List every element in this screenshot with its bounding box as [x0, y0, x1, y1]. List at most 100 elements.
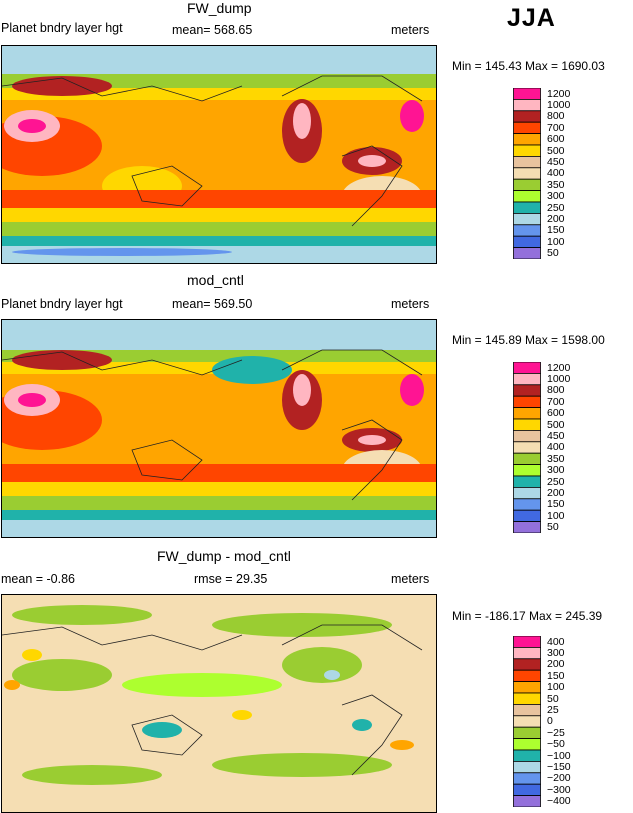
- colorbar-label: 100: [547, 681, 565, 694]
- colorbar-label: 500: [547, 418, 565, 431]
- colorbar-label: 300: [547, 464, 565, 477]
- colorbar-swatch: [513, 144, 541, 157]
- panel3-map: [1, 594, 437, 813]
- colorbar-label: 1000: [547, 98, 571, 111]
- colorbar-swatch: [513, 395, 541, 409]
- colorbar-swatch: [513, 88, 541, 100]
- colorbar-label: 50: [547, 521, 559, 534]
- panel1-title: FW_dump: [187, 0, 252, 16]
- colorbar-label: 700: [547, 121, 565, 134]
- panel2-units: meters: [391, 297, 430, 311]
- colorbar-swatch: [513, 636, 541, 648]
- colorbar-swatch: [513, 772, 541, 785]
- colorbar-label: 800: [547, 384, 565, 397]
- colorbar-label: 300: [547, 646, 565, 659]
- colorbar-swatch: [513, 692, 541, 705]
- colorbar-label: 100: [547, 235, 565, 248]
- colorbar-swatch: [513, 669, 541, 683]
- colorbar-swatch: [513, 704, 541, 717]
- colorbar-label: 350: [547, 178, 565, 191]
- colorbar-label: 200: [547, 486, 565, 499]
- colorbar-label: −200: [547, 772, 571, 785]
- colorbar-label: 400: [547, 635, 565, 648]
- colorbar-label: −25: [547, 726, 565, 739]
- colorbar-label: 50: [547, 692, 559, 705]
- colorbar-swatch: [513, 372, 541, 386]
- panel3-title: FW_dump - mod_cntl: [157, 548, 291, 564]
- colorbar-swatch: [513, 715, 541, 728]
- colorbar-swatch: [513, 167, 541, 180]
- colorbar-label: 350: [547, 452, 565, 465]
- colorbar-swatch: [513, 646, 541, 660]
- colorbar-swatch: [513, 121, 541, 135]
- colorbar-swatch: [513, 452, 541, 465]
- colorbar-swatch: [513, 133, 541, 146]
- panel1-minmax: Min = 145.43 Max = 1690.03: [452, 59, 605, 73]
- colorbar-label: 400: [547, 441, 565, 454]
- panel1-variable: Planet bndry layer hgt: [1, 21, 123, 35]
- colorbar-label: −50: [547, 738, 565, 751]
- colorbar-swatch: [513, 235, 541, 248]
- panel1-units: meters: [391, 23, 430, 37]
- colorbar-label: 600: [547, 407, 565, 420]
- colorbar-swatch: [513, 418, 541, 431]
- colorbar-label: 300: [547, 190, 565, 203]
- colorbar-swatch: [513, 475, 541, 488]
- season-label: JJA: [507, 4, 556, 32]
- colorbar-swatch: [513, 190, 541, 203]
- colorbar-label: −400: [547, 795, 571, 808]
- colorbar-label: 1200: [547, 87, 571, 100]
- colorbar-label: 600: [547, 133, 565, 146]
- colorbar-swatch: [513, 464, 541, 477]
- colorbar-label: 250: [547, 475, 565, 488]
- panel3-minmax: Min = -186.17 Max = 245.39: [452, 609, 603, 623]
- colorbar-swatch: [513, 487, 541, 500]
- panel3-colorbar: [513, 636, 541, 807]
- colorbar-label: 150: [547, 498, 565, 511]
- colorbar-label: 250: [547, 201, 565, 214]
- colorbar-label: −300: [547, 783, 571, 796]
- colorbar-swatch: [513, 384, 541, 397]
- colorbar-swatch: [513, 201, 541, 214]
- panel2-colorbar: [513, 362, 541, 533]
- colorbar-swatch: [513, 441, 541, 454]
- colorbar-swatch: [513, 98, 541, 112]
- colorbar-swatch: [513, 362, 541, 374]
- colorbar-swatch: [513, 795, 541, 807]
- colorbar-swatch: [513, 430, 541, 443]
- colorbar-swatch: [513, 761, 541, 774]
- colorbar-label: 1000: [547, 372, 571, 385]
- colorbar-label: 450: [547, 429, 565, 442]
- colorbar-swatch: [513, 178, 541, 191]
- colorbar-swatch: [513, 110, 541, 123]
- panel2-minmax: Min = 145.89 Max = 1598.00: [452, 333, 605, 347]
- panel1-mean: mean= 568.65: [172, 23, 253, 37]
- panel3-rmse: rmse = 29.35: [194, 572, 268, 586]
- panel3-units: meters: [391, 572, 430, 586]
- colorbar-label: 450: [547, 155, 565, 168]
- colorbar-swatch: [513, 726, 541, 739]
- colorbar-swatch: [513, 156, 541, 169]
- colorbar-label: 50: [547, 247, 559, 260]
- colorbar-label: 500: [547, 144, 565, 157]
- colorbar-swatch: [513, 509, 541, 522]
- colorbar-label: 150: [547, 224, 565, 237]
- colorbar-label: 200: [547, 212, 565, 225]
- colorbar-swatch: [513, 407, 541, 420]
- panel2-map: [1, 319, 437, 538]
- colorbar-label: 150: [547, 669, 565, 682]
- colorbar-label: 800: [547, 110, 565, 123]
- colorbar-label: 700: [547, 395, 565, 408]
- colorbar-label: 0: [547, 715, 553, 728]
- colorbar-swatch: [513, 521, 541, 533]
- colorbar-swatch: [513, 498, 541, 511]
- panel2-variable: Planet bndry layer hgt: [1, 297, 123, 311]
- colorbar-swatch: [513, 749, 541, 762]
- colorbar-swatch: [513, 213, 541, 226]
- colorbar-label: −100: [547, 749, 571, 762]
- colorbar-label: 1200: [547, 361, 571, 374]
- colorbar-label: 100: [547, 509, 565, 522]
- colorbar-label: −150: [547, 760, 571, 773]
- panel2-title: mod_cntl: [187, 272, 244, 288]
- panel2-mean: mean= 569.50: [172, 297, 253, 311]
